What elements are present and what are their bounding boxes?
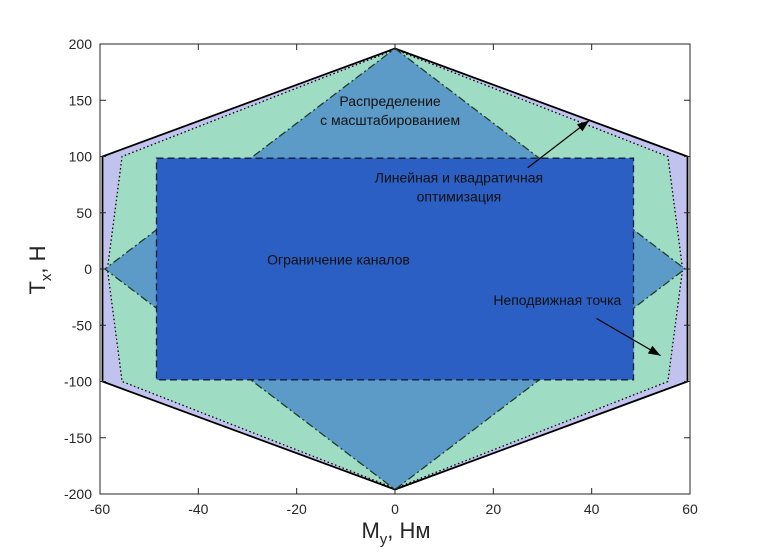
annotation-label: Линейная и квадратичная оптимизация (375, 169, 543, 204)
y-tick-label: -150 (64, 430, 92, 446)
y-tick-label: 200 (69, 36, 93, 52)
x-tick-label: -20 (287, 501, 307, 517)
y-tick-label: -200 (64, 486, 92, 502)
tick-labels: -60 -40 -20 0 20 40 60-200-150-100-50050100150… (64, 36, 698, 517)
x-axis-label: My, Нм (361, 518, 430, 548)
annotation-label: Ограничение каналов (267, 252, 410, 268)
y-tick-label: 0 (84, 261, 92, 277)
annotation-arrows (527, 120, 661, 357)
annotation-arrow (596, 317, 661, 357)
x-tick-label: -60 (90, 501, 110, 517)
y-axis-label: Tx, Н (25, 245, 55, 294)
annotation-label: Распределение с масштабированием (320, 93, 460, 128)
x-tick-label: 0 (391, 501, 399, 517)
annotation-label: Неподвижная точка (493, 292, 621, 308)
annotation-arrowhead (647, 345, 661, 356)
region-4 (155, 157, 635, 381)
y-tick-label: 100 (69, 149, 93, 165)
x-tick-label: 60 (682, 501, 698, 517)
annotation-arrowhead (576, 120, 590, 132)
x-tick-label: -40 (188, 501, 208, 517)
x-tick-label: 40 (584, 501, 600, 517)
y-tick-label: 50 (76, 205, 92, 221)
y-tick-label: -100 (64, 374, 92, 390)
axes (99, 43, 691, 495)
y-tick-label: 150 (69, 92, 93, 108)
annotation-labels: Распределение с масштабированием Линейная … (267, 93, 621, 308)
y-tick-label: -50 (72, 317, 92, 333)
x-tick-label: 20 (486, 501, 502, 517)
annotation-arrow (527, 120, 590, 169)
